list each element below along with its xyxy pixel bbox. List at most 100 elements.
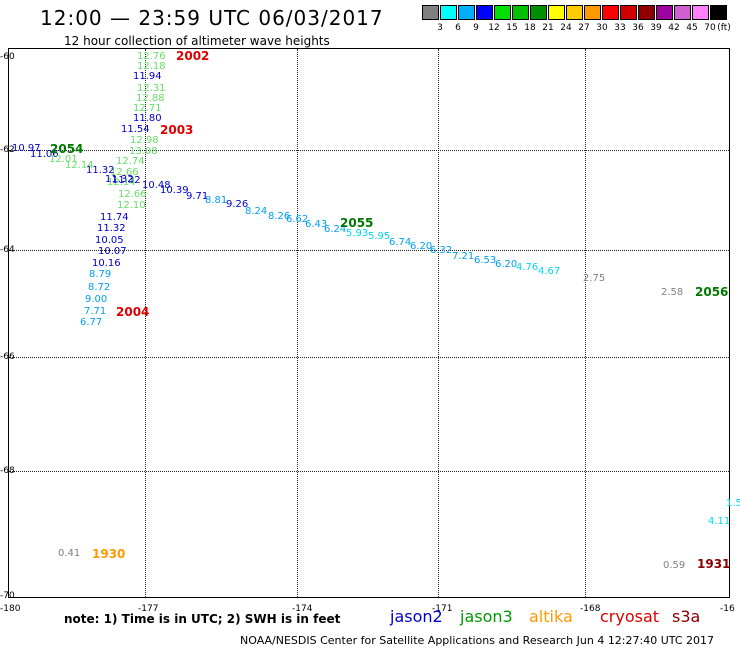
swh-value: 6.53 xyxy=(474,255,497,266)
legend-label: 18 xyxy=(524,23,536,33)
swh-value: 12.14 xyxy=(65,160,94,171)
swh-value: 8.72 xyxy=(88,282,111,293)
legend-label: 6 xyxy=(455,23,461,33)
swh-value: 11.32 xyxy=(112,175,141,186)
lat-label: -70 xyxy=(0,591,15,601)
swh-value: 12.18 xyxy=(137,61,166,72)
lat-label: -64 xyxy=(0,245,15,255)
legend-label: 21 xyxy=(542,23,554,33)
legend-unit: (ft) xyxy=(717,23,731,33)
satellite-label: cryosat xyxy=(600,607,660,626)
swh-value: 7.21 xyxy=(452,251,475,262)
swh-value: 8.26 xyxy=(268,211,291,222)
legend-label: 45 xyxy=(686,23,698,33)
credit-line: NOAA/NESDIS Center for Satellite Applica… xyxy=(240,634,715,647)
pass-time: 2056 xyxy=(695,285,729,299)
swh-value: 12.14 xyxy=(107,177,136,188)
legend-swatch xyxy=(692,5,709,20)
swh-value: 6.62 xyxy=(286,214,309,225)
legend-label: 12 xyxy=(488,23,500,33)
grid-line xyxy=(9,357,729,358)
satellite-label: jason2 xyxy=(390,607,443,626)
swh-value: 12.01 xyxy=(49,154,78,165)
map-plot xyxy=(8,48,730,598)
swh-value: 10.16 xyxy=(92,258,121,269)
footer-note: note: 1) Time is in UTC; 2) SWH is in fe… xyxy=(64,612,341,626)
swh-value: 10.39 xyxy=(160,185,189,196)
swh-value: 2.75 xyxy=(583,273,606,284)
legend-label: 39 xyxy=(650,23,662,33)
swh-value: 8.79 xyxy=(89,269,112,280)
lat-label: -62 xyxy=(0,145,15,155)
legend-label: 9 xyxy=(473,23,479,33)
legend-swatch xyxy=(548,5,565,20)
swh-value: 12.66 xyxy=(110,167,139,178)
swh-value: 6.74 xyxy=(389,237,412,248)
pass-time: 2054 xyxy=(50,142,84,156)
legend-swatch xyxy=(530,5,547,20)
swh-value: 7.71 xyxy=(84,306,107,317)
legend-label: 33 xyxy=(614,23,626,33)
swh-value: 6.43 xyxy=(305,219,328,230)
legend-swatch xyxy=(638,5,655,20)
pass-time: 2004 xyxy=(116,305,150,319)
swh-value: 6.77 xyxy=(80,317,103,328)
swh-value: 9.26 xyxy=(226,199,249,210)
swh-value: 4.67 xyxy=(538,266,561,277)
swh-value: 4.11 xyxy=(708,516,731,527)
legend-label: 3 xyxy=(437,23,443,33)
legend-label: 30 xyxy=(596,23,608,33)
swh-value: 6.20 xyxy=(410,241,433,252)
legend-label: 27 xyxy=(578,23,590,33)
swh-value: 10.05 xyxy=(95,235,124,246)
swh-value: 11.54 xyxy=(121,124,150,135)
swh-value: 8.81 xyxy=(205,195,228,206)
swh-value: 11.74 xyxy=(100,212,129,223)
grid-line xyxy=(9,150,729,151)
grid-line xyxy=(438,49,439,597)
lat-label: -66 xyxy=(0,352,15,362)
swh-value: 6.32 xyxy=(430,245,453,256)
swh-value: 13.08 xyxy=(129,146,158,157)
swh-value: 12.10 xyxy=(117,200,146,211)
swh-value: 10.48 xyxy=(142,180,171,191)
swh-value: 0.59 xyxy=(663,560,686,571)
legend-swatch xyxy=(656,5,673,20)
legend-swatch xyxy=(494,5,511,20)
swh-value: 9.71 xyxy=(186,191,209,202)
pass-time: 2002 xyxy=(176,49,210,63)
pass-time: 1931 xyxy=(697,557,731,571)
grid-line xyxy=(585,49,586,597)
legend-label: 42 xyxy=(668,23,680,33)
swh-value: 10.97 xyxy=(12,143,41,154)
swh-value: 11.94 xyxy=(133,71,162,82)
legend-label: 24 xyxy=(560,23,572,33)
legend-swatch xyxy=(422,5,439,20)
swh-value: 0.41 xyxy=(58,548,81,559)
legend-swatch xyxy=(674,5,691,20)
lon-label: -16 xyxy=(720,604,735,614)
satellite-label: altika xyxy=(529,607,573,626)
swh-value: 6.24 xyxy=(324,224,347,235)
grid-line xyxy=(9,250,729,251)
swh-value: 2.58 xyxy=(661,287,684,298)
pass-time: 2055 xyxy=(340,216,374,230)
swh-value: 12.71 xyxy=(133,103,162,114)
pass-time: 1930 xyxy=(92,547,126,561)
swh-value: 5.93 xyxy=(346,228,369,239)
swh-value: 6.20 xyxy=(495,259,518,270)
legend-swatch xyxy=(602,5,619,20)
lon-label: -180 xyxy=(0,604,21,614)
satellite-label: jason3 xyxy=(460,607,513,626)
legend-swatch xyxy=(620,5,637,20)
pass-time: 2003 xyxy=(160,123,194,137)
lon-label: -171 xyxy=(432,604,453,614)
swh-value: 11.80 xyxy=(133,113,162,124)
grid-line xyxy=(145,49,146,597)
lon-label: -174 xyxy=(292,604,313,614)
swh-value: 8.24 xyxy=(245,206,268,217)
swh-value: 12.88 xyxy=(136,93,165,104)
swh-value: 12.66 xyxy=(118,189,147,200)
legend-swatch xyxy=(458,5,475,20)
legend-label: 70 xyxy=(704,23,716,33)
